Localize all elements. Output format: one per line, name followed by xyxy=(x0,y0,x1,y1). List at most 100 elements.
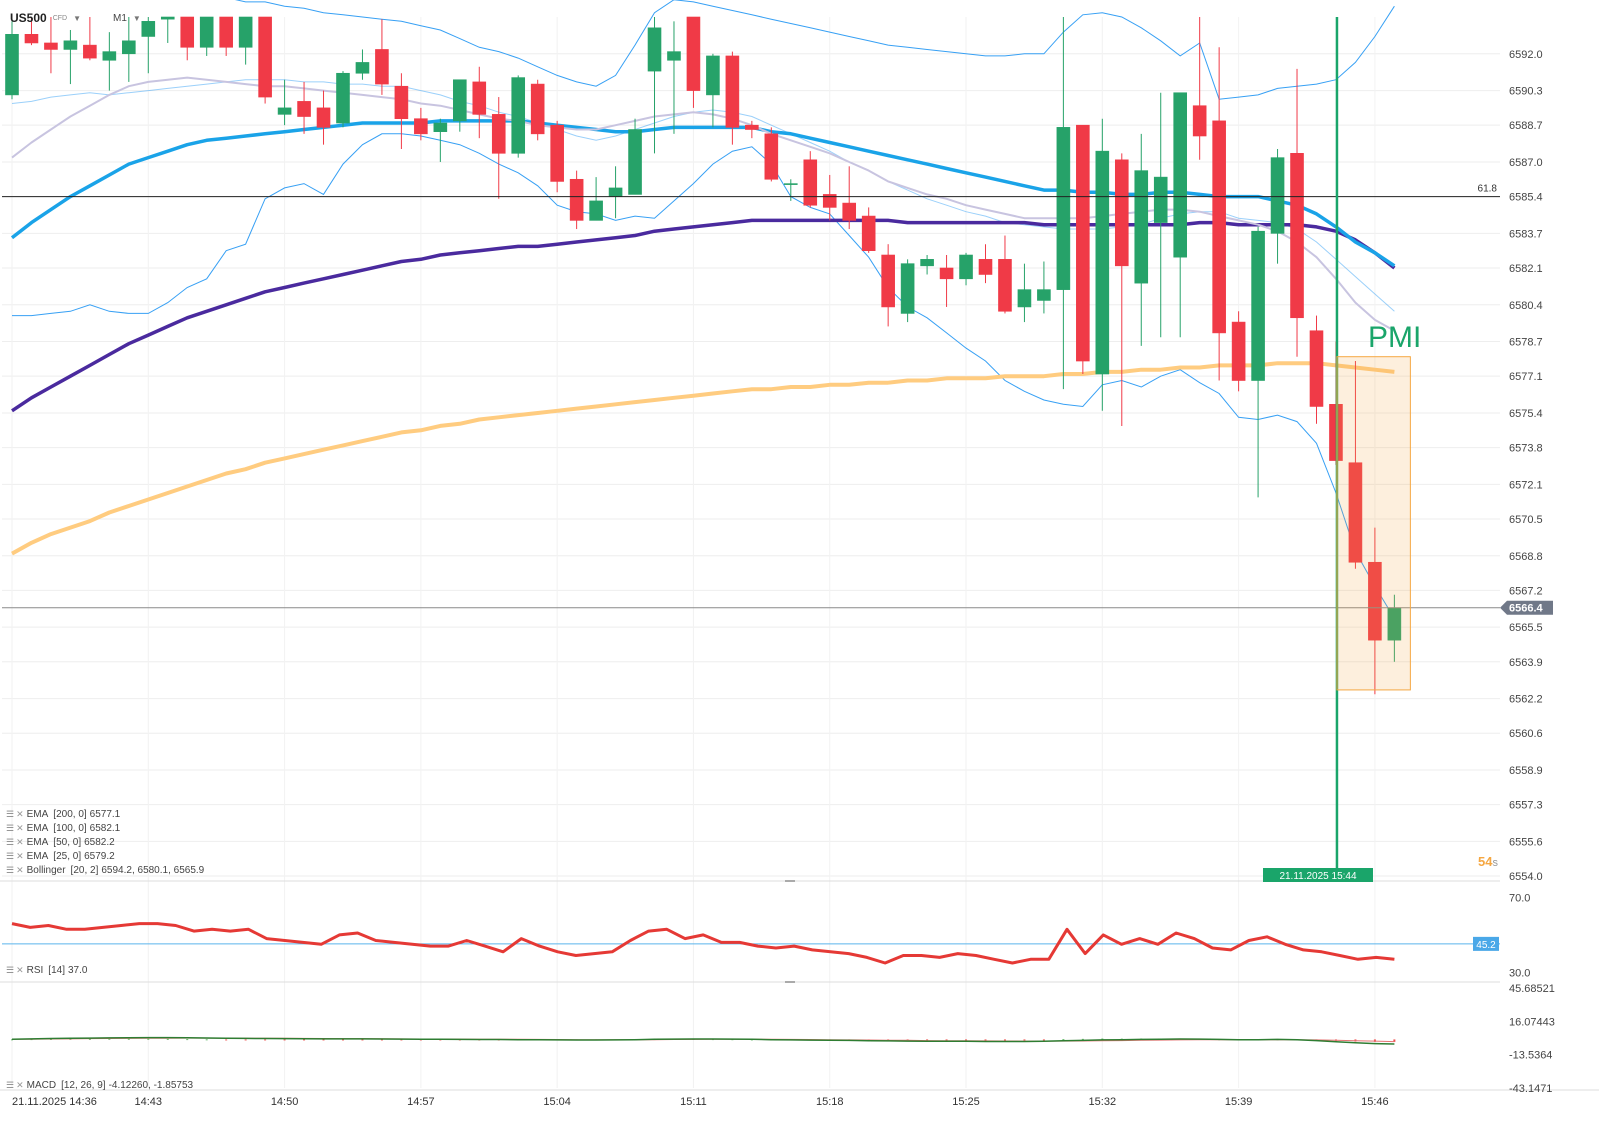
candle[interactable] xyxy=(316,90,331,145)
candle[interactable] xyxy=(842,166,857,230)
candle[interactable] xyxy=(160,16,175,43)
candle[interactable] xyxy=(511,75,526,158)
candle[interactable] xyxy=(1290,68,1304,357)
candle[interactable] xyxy=(745,120,759,139)
candle[interactable] xyxy=(83,17,97,61)
candle[interactable] xyxy=(199,16,214,56)
symbol-dropdown-icon[interactable]: ▼ xyxy=(73,13,82,23)
remove-icon[interactable]: ✕ xyxy=(16,865,24,875)
timeframe-label[interactable]: M1 xyxy=(113,12,127,24)
list-icon[interactable]: ☰ xyxy=(6,809,14,819)
ema-100-line xyxy=(11,218,1396,413)
candle[interactable] xyxy=(1134,133,1149,346)
list-icon[interactable]: ☰ xyxy=(6,823,14,833)
remove-icon[interactable]: ✕ xyxy=(16,851,24,861)
list-icon[interactable]: ☰ xyxy=(6,851,14,861)
candle[interactable] xyxy=(589,177,603,221)
time-axis[interactable]: 21.11.2025 14:36 14:43 14:50 14:57 15:04 15:1… xyxy=(12,1096,1389,1108)
candle[interactable] xyxy=(472,66,487,139)
candle[interactable] xyxy=(861,207,876,253)
candle[interactable] xyxy=(569,170,584,230)
candle[interactable] xyxy=(1173,92,1187,338)
candle-body xyxy=(63,40,78,50)
candle[interactable] xyxy=(63,29,78,85)
candle[interactable] xyxy=(297,81,311,134)
candle[interactable] xyxy=(628,118,642,195)
candle[interactable] xyxy=(1037,261,1051,314)
candle[interactable] xyxy=(803,151,818,208)
candle[interactable] xyxy=(102,32,117,91)
candle[interactable] xyxy=(180,16,195,61)
candle[interactable] xyxy=(258,16,272,104)
candle[interactable] xyxy=(1153,92,1168,338)
candle[interactable] xyxy=(355,49,370,80)
remove-icon[interactable]: ✕ xyxy=(16,823,24,833)
list-icon[interactable]: ☰ xyxy=(6,865,14,875)
candle-body xyxy=(1056,127,1071,290)
candle[interactable] xyxy=(122,17,136,82)
candle[interactable] xyxy=(783,179,798,201)
candle[interactable] xyxy=(822,174,837,221)
candle[interactable] xyxy=(647,17,662,154)
candle[interactable] xyxy=(238,16,253,65)
candle[interactable] xyxy=(1251,226,1265,498)
candle[interactable] xyxy=(706,53,720,128)
candle[interactable] xyxy=(764,127,779,182)
remove-icon[interactable]: ✕ xyxy=(16,965,24,975)
candle[interactable] xyxy=(375,19,389,95)
candle[interactable] xyxy=(414,107,428,141)
rsi-panel[interactable]: 70.0 30.0 45.2 xyxy=(2,892,1530,979)
list-icon[interactable]: ☰ xyxy=(6,1080,14,1090)
candle[interactable] xyxy=(1270,148,1285,264)
timeframe-dropdown-icon[interactable]: ▼ xyxy=(132,13,141,23)
candle[interactable] xyxy=(24,17,39,46)
candle[interactable] xyxy=(1056,17,1071,390)
macd-panel[interactable]: 45.68521 16.07443 -13.5364 -43.1471 xyxy=(11,983,1555,1095)
candle[interactable] xyxy=(1192,17,1207,160)
candle[interactable] xyxy=(881,244,895,327)
candle[interactable] xyxy=(219,16,233,56)
candle[interactable] xyxy=(530,79,545,141)
list-icon[interactable]: ☰ xyxy=(6,965,14,975)
candle[interactable] xyxy=(394,73,409,149)
remove-icon[interactable]: ✕ xyxy=(16,809,24,819)
candle[interactable] xyxy=(1076,124,1090,375)
candle-body xyxy=(511,77,526,154)
candle[interactable] xyxy=(1348,361,1363,569)
candle[interactable] xyxy=(453,79,467,132)
candle[interactable] xyxy=(900,259,915,323)
candle[interactable] xyxy=(5,21,19,100)
panel-resize-handle[interactable] xyxy=(785,981,795,983)
candle[interactable] xyxy=(336,71,350,128)
candle[interactable] xyxy=(959,252,973,286)
price-axis[interactable]: 6592.0 6590.3 6588.7 6587.0 6585.4 6583.7 6582… xyxy=(1478,49,1553,883)
symbol-name[interactable]: US500 xyxy=(10,11,47,25)
candle[interactable] xyxy=(920,255,934,275)
remove-icon[interactable]: ✕ xyxy=(16,837,24,847)
candle[interactable] xyxy=(1212,47,1226,381)
candle[interactable] xyxy=(1017,263,1032,323)
candle[interactable] xyxy=(491,97,506,199)
candle[interactable] xyxy=(978,244,993,284)
candle[interactable] xyxy=(1095,118,1110,411)
list-icon[interactable]: ☰ xyxy=(6,837,14,847)
candles[interactable] xyxy=(5,16,1402,695)
candle[interactable] xyxy=(686,16,701,108)
candle[interactable] xyxy=(1368,527,1382,695)
candle[interactable] xyxy=(1114,153,1129,426)
panel-resize-handle[interactable] xyxy=(785,880,795,882)
candle[interactable] xyxy=(277,79,292,126)
candle[interactable] xyxy=(667,21,681,134)
candle[interactable] xyxy=(433,118,448,162)
candle[interactable] xyxy=(998,235,1012,314)
candle[interactable] xyxy=(550,120,564,193)
candle[interactable] xyxy=(608,166,623,219)
candle[interactable] xyxy=(725,51,740,145)
candle[interactable] xyxy=(44,17,58,74)
candle[interactable] xyxy=(141,17,156,74)
candle[interactable] xyxy=(939,255,954,307)
candle[interactable] xyxy=(1231,311,1246,392)
candle[interactable] xyxy=(1309,315,1324,424)
remove-icon[interactable]: ✕ xyxy=(16,1080,24,1090)
